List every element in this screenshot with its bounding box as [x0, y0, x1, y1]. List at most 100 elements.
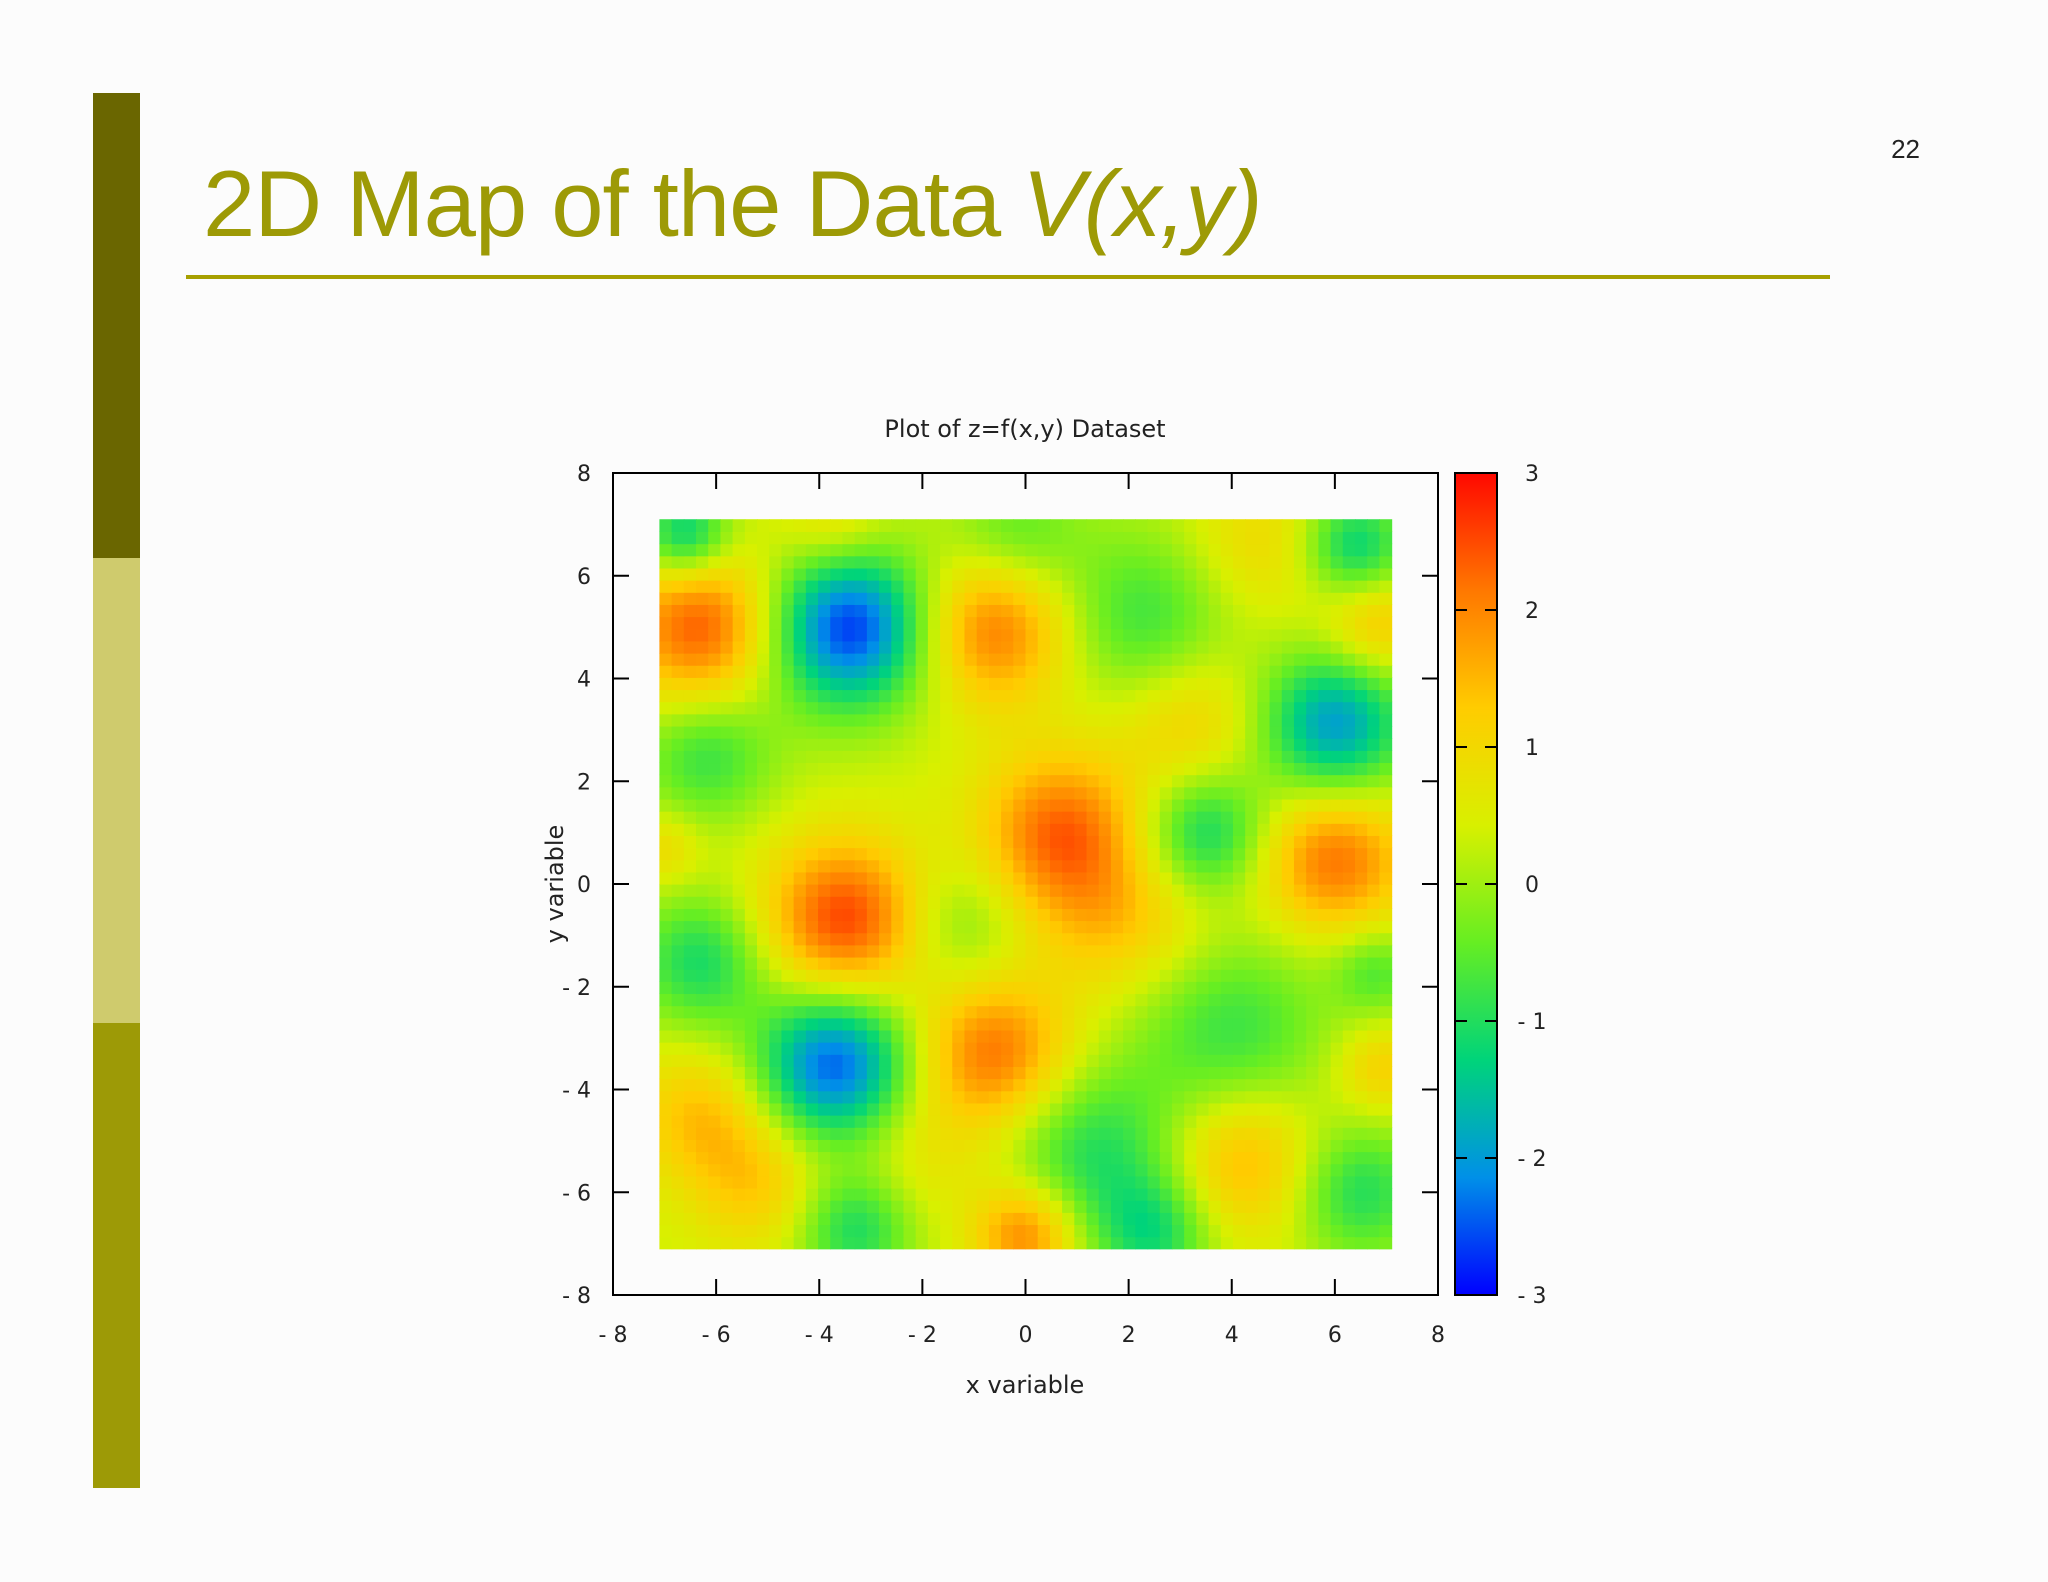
- heatmap-cell: [769, 1090, 783, 1104]
- heatmap-cell: [757, 567, 770, 581]
- heatmap-cell: [757, 580, 770, 593]
- heatmap-cell: [744, 1029, 758, 1043]
- heatmap-cell: [1220, 701, 1234, 715]
- heatmap-cell: [879, 1115, 892, 1128]
- heatmap-cell: [1098, 1042, 1112, 1055]
- heatmap-cell: [683, 944, 697, 958]
- heatmap-cell: [1269, 1175, 1283, 1189]
- heatmap-cell: [1184, 1175, 1197, 1189]
- heatmap-cell: [866, 1042, 880, 1055]
- heatmap-cell: [915, 1151, 929, 1165]
- heatmap-cell: [879, 1187, 892, 1201]
- heatmap-cell: [683, 677, 697, 691]
- heatmap-cell: [659, 1115, 673, 1128]
- heatmap-cell: [1184, 677, 1197, 691]
- heatmap-cell: [793, 908, 807, 922]
- heatmap-cell: [732, 616, 746, 630]
- heatmap-cell: [683, 1005, 697, 1019]
- heatmap-cell: [696, 798, 709, 812]
- heatmap-cell: [769, 1017, 783, 1031]
- heatmap-cell: [769, 689, 783, 703]
- heatmap-cell: [1281, 944, 1295, 958]
- heatmap-cell: [1208, 944, 1222, 958]
- heatmap-cell: [1318, 847, 1332, 861]
- heatmap-cell: [842, 1163, 856, 1177]
- heatmap-cell: [708, 750, 722, 764]
- heatmap-cell: [1049, 531, 1063, 545]
- heatmap-cell: [940, 640, 953, 654]
- heatmap-cell: [1086, 1115, 1100, 1128]
- heatmap-cell: [1318, 1017, 1332, 1031]
- heatmap-cell: [805, 884, 819, 897]
- heatmap-cell: [1013, 519, 1027, 532]
- heatmap-cell: [1257, 1102, 1271, 1116]
- heatmap-cell: [1001, 738, 1014, 751]
- heatmap-cell: [671, 896, 685, 909]
- heatmap-cell: [976, 1090, 990, 1104]
- heatmap-cell: [1171, 1212, 1185, 1226]
- heatmap-cell: [1330, 640, 1344, 654]
- heatmap-cell: [927, 1005, 941, 1019]
- heatmap-cell: [1049, 1187, 1063, 1201]
- heatmap-cell: [1147, 640, 1161, 654]
- heatmap-cell: [866, 896, 880, 909]
- heatmap-cell: [659, 847, 673, 861]
- heatmap-cell: [1049, 1029, 1063, 1043]
- heatmap-cell: [769, 531, 783, 545]
- heatmap-cell: [1269, 774, 1283, 788]
- heatmap-cell: [842, 932, 856, 946]
- heatmap-cell: [1025, 531, 1039, 545]
- heatmap-cell: [805, 944, 819, 958]
- heatmap-cell: [805, 981, 819, 995]
- heatmap-cell: [1367, 908, 1380, 922]
- heatmap-cell: [854, 689, 868, 703]
- heatmap-cell: [1171, 932, 1185, 946]
- heatmap-cell: [1269, 1078, 1283, 1092]
- heatmap-cell: [1232, 738, 1246, 751]
- heatmap-cell: [769, 738, 783, 751]
- heatmap-cell: [744, 580, 758, 593]
- heatmap-cell: [1135, 896, 1149, 909]
- heatmap-cell: [1025, 689, 1039, 703]
- heatmap-cell: [1269, 981, 1283, 995]
- heatmap-cell: [1049, 1005, 1063, 1019]
- heatmap-cell: [830, 798, 844, 812]
- heatmap-cell: [1184, 1212, 1197, 1226]
- heatmap-cell: [1037, 859, 1051, 873]
- decorative-bar-bottom: [93, 1023, 140, 1488]
- heatmap-cell: [1293, 531, 1307, 545]
- heatmap-cell: [866, 725, 880, 739]
- heatmap-cell: [1196, 871, 1210, 885]
- heatmap-cell: [732, 1017, 746, 1031]
- heatmap-cell: [1342, 1200, 1356, 1213]
- heatmap-cell: [915, 616, 929, 630]
- heatmap-cell: [732, 835, 746, 849]
- heatmap-cell: [1147, 1078, 1161, 1092]
- heatmap-cell: [988, 932, 1002, 946]
- heatmap-cell: [952, 713, 966, 727]
- heatmap-cell: [781, 665, 795, 678]
- heatmap-cell: [671, 774, 685, 788]
- heatmap-cell: [1196, 1151, 1210, 1165]
- heatmap-cell: [1001, 1066, 1014, 1080]
- heatmap-cell: [1232, 1115, 1246, 1128]
- heatmap-cell: [1135, 859, 1149, 873]
- heatmap-cell: [1245, 969, 1258, 982]
- heatmap-cell: [720, 969, 734, 982]
- heatmap-cell: [915, 604, 929, 618]
- heatmap-cell: [696, 1078, 709, 1092]
- heatmap-cell: [1354, 798, 1368, 812]
- heatmap-cell: [830, 908, 844, 922]
- heatmap-cell: [1367, 1224, 1380, 1238]
- heatmap-cell: [659, 1078, 673, 1092]
- heatmap-cell: [988, 981, 1002, 995]
- heatmap-cell: [1037, 677, 1051, 691]
- heatmap-cell: [1281, 956, 1295, 970]
- heatmap-cell: [1037, 944, 1051, 958]
- heatmap-cell: [1269, 1139, 1283, 1153]
- heatmap-cell: [1330, 580, 1344, 593]
- heatmap-cell: [1367, 1054, 1380, 1067]
- heatmap-cell: [1208, 871, 1222, 885]
- heatmap-cell: [1135, 1042, 1149, 1055]
- heatmap-cell: [1037, 1139, 1051, 1153]
